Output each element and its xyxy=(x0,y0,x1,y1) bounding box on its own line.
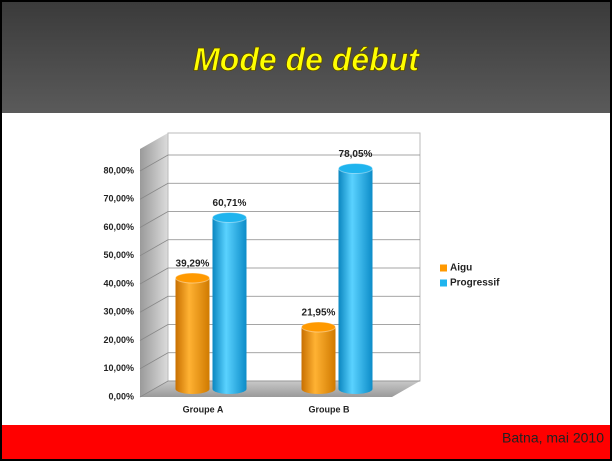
grid-line xyxy=(139,182,420,200)
x-tick-label: Groupe A xyxy=(183,404,224,414)
x-tick-label: Groupe B xyxy=(308,404,350,414)
legend-label: Progressif xyxy=(450,278,500,289)
bar xyxy=(338,168,373,389)
footer-bar xyxy=(0,425,612,461)
bar-top xyxy=(338,163,373,175)
y-tick-label: 10,00% xyxy=(103,363,134,373)
y-tick-label: 40,00% xyxy=(103,278,134,288)
legend-swatch xyxy=(440,279,447,287)
y-tick-label: 70,00% xyxy=(103,194,134,204)
grid-line xyxy=(139,380,420,398)
grid-line xyxy=(139,352,420,370)
legend-label: Aigu xyxy=(450,263,472,274)
slide-title: Mode de début xyxy=(193,41,420,77)
data-label: 78,05% xyxy=(339,149,373,160)
data-label: 21,95% xyxy=(302,308,336,319)
grid-line xyxy=(139,267,420,285)
grid-line xyxy=(139,239,420,257)
y-tick-label: 60,00% xyxy=(103,222,134,232)
bar-top xyxy=(212,211,247,223)
bar-base xyxy=(301,384,336,394)
bar-top xyxy=(175,272,210,284)
bar-top xyxy=(301,321,336,333)
back-wall xyxy=(167,132,421,382)
y-tick-label: 30,00% xyxy=(103,307,134,317)
grid-line xyxy=(139,211,420,228)
bar xyxy=(175,278,210,389)
y-tick-label: 0,00% xyxy=(108,391,134,401)
bar-base xyxy=(212,384,247,394)
data-label: 39,29% xyxy=(176,259,210,270)
bar xyxy=(301,326,336,389)
grid-line xyxy=(139,324,420,341)
bar-base xyxy=(338,384,373,394)
footer-text: Batna, mai 2010 xyxy=(502,430,604,446)
y-tick-label: 50,00% xyxy=(103,250,134,260)
y-tick-label: 80,00% xyxy=(103,165,134,175)
data-label: 60,71% xyxy=(213,198,247,209)
bar-base xyxy=(175,384,210,394)
side-wall xyxy=(140,133,168,397)
y-tick-label: 20,00% xyxy=(103,335,134,345)
legend-swatch xyxy=(440,264,447,272)
header xyxy=(0,0,612,113)
grid-line xyxy=(139,154,420,172)
bar xyxy=(212,217,247,389)
grid-line xyxy=(139,295,420,313)
